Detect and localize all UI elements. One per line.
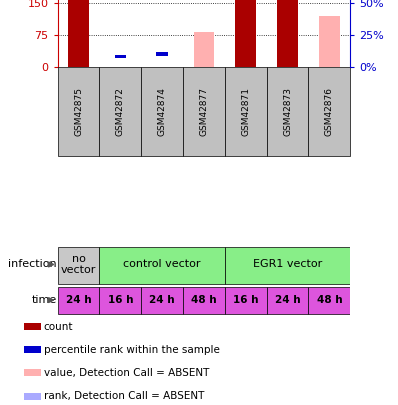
Text: percentile rank within the sample: percentile rank within the sample (44, 345, 220, 355)
Text: no
vector: no vector (61, 254, 96, 275)
Text: GSM42875: GSM42875 (74, 87, 83, 136)
FancyBboxPatch shape (267, 67, 308, 156)
FancyBboxPatch shape (308, 287, 350, 314)
FancyBboxPatch shape (141, 287, 183, 314)
Text: count: count (44, 322, 73, 332)
FancyBboxPatch shape (225, 287, 267, 314)
Text: 16 h: 16 h (107, 295, 133, 305)
Bar (68, 0, 89, 67)
FancyBboxPatch shape (141, 67, 183, 156)
Bar (277, 0, 298, 67)
Bar (235, 0, 256, 67)
Bar (115, 55, 126, 58)
Text: control vector: control vector (123, 260, 201, 269)
FancyBboxPatch shape (58, 287, 100, 314)
FancyBboxPatch shape (267, 287, 308, 314)
FancyBboxPatch shape (225, 67, 267, 156)
Bar (319, 16, 340, 67)
Bar (23, 392, 41, 400)
Bar (193, 32, 215, 67)
Text: 24 h: 24 h (275, 295, 300, 305)
Text: time: time (31, 295, 57, 305)
Text: 24 h: 24 h (66, 295, 92, 305)
Text: GSM42871: GSM42871 (241, 87, 250, 136)
Text: GSM42874: GSM42874 (158, 87, 167, 136)
Text: 48 h: 48 h (191, 295, 217, 305)
Text: infection: infection (8, 260, 57, 269)
Bar (23, 346, 41, 353)
FancyBboxPatch shape (225, 247, 350, 284)
FancyBboxPatch shape (183, 67, 225, 156)
Text: GSM42873: GSM42873 (283, 87, 292, 136)
Text: 16 h: 16 h (233, 295, 259, 305)
Text: GSM42876: GSM42876 (325, 87, 334, 136)
FancyBboxPatch shape (100, 287, 141, 314)
Bar (23, 323, 41, 330)
Bar (156, 52, 168, 56)
FancyBboxPatch shape (58, 67, 100, 156)
FancyBboxPatch shape (100, 67, 141, 156)
Text: EGR1 vector: EGR1 vector (253, 260, 322, 269)
Text: 48 h: 48 h (316, 295, 342, 305)
FancyBboxPatch shape (308, 67, 350, 156)
Text: 24 h: 24 h (149, 295, 175, 305)
Text: GSM42877: GSM42877 (199, 87, 209, 136)
FancyBboxPatch shape (100, 247, 225, 284)
Bar (23, 369, 41, 377)
Text: value, Detection Call = ABSENT: value, Detection Call = ABSENT (44, 368, 209, 378)
Text: GSM42872: GSM42872 (116, 87, 125, 136)
FancyBboxPatch shape (183, 287, 225, 314)
Text: rank, Detection Call = ABSENT: rank, Detection Call = ABSENT (44, 391, 204, 401)
FancyBboxPatch shape (58, 247, 100, 284)
